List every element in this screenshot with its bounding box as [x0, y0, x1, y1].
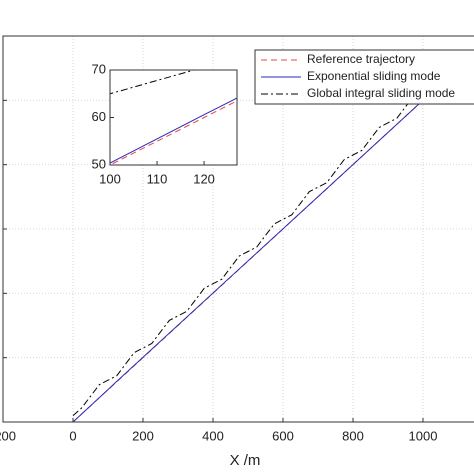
x-axis-label: X /m — [230, 452, 261, 469]
y-tick-label: 50 — [92, 156, 106, 171]
x-tick-label: 120 — [193, 171, 215, 186]
x-tick-label: 200 — [132, 428, 154, 443]
series-group — [72, 90, 424, 422]
axes-frame — [2, 35, 474, 423]
x-tick-label: 600 — [272, 428, 294, 443]
legend-label: Reference trajectory — [307, 52, 415, 66]
y-tick-label: 70 — [92, 61, 106, 76]
x-tick-label: 1000 — [409, 428, 438, 443]
axes-frame — [109, 69, 238, 166]
legend-label: Global integral sliding mode — [307, 86, 455, 100]
series-line — [110, 97, 237, 164]
legend-label: Exponential sliding mode — [307, 69, 441, 83]
x-tick-label: 100 — [99, 171, 121, 186]
x-tick-label: 800 — [342, 428, 364, 443]
plot-area — [110, 70, 237, 165]
y-tick-label: 60 — [92, 109, 106, 124]
x-tick-label: 400 — [202, 428, 224, 443]
x-tick-label: 0 — [69, 428, 76, 443]
series-group — [110, 70, 237, 165]
series-line — [72, 90, 424, 416]
x-tick-label: 110 — [147, 171, 168, 186]
series-line — [72, 99, 424, 422]
x-tick-label: -200 — [0, 428, 16, 443]
